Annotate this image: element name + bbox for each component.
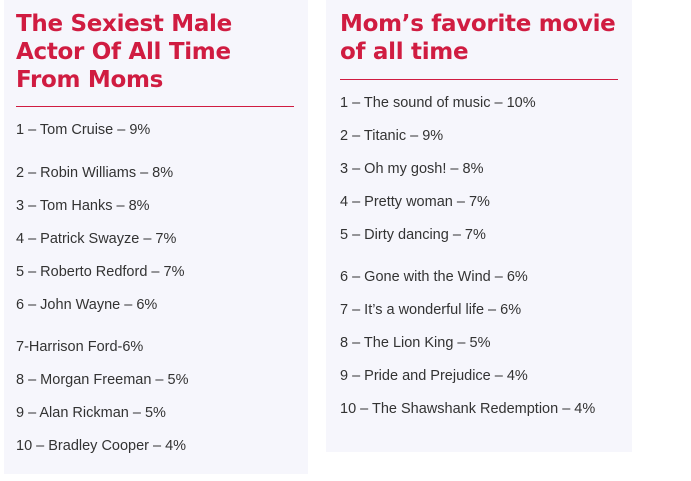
list-item: 9 – Alan Rickman – 5% xyxy=(16,405,166,421)
list-item: 9 – Pride and Prejudice – 4% xyxy=(340,368,528,384)
list-item: 1 – Tom Cruise – 9% xyxy=(16,122,151,138)
list-item: 7 – It’s a wonderful life – 6% xyxy=(340,302,522,318)
list-item: 5 – Roberto Redford – 7% xyxy=(16,264,185,280)
favorite-movie-card: Mom’s favorite movie of all time 1 – The… xyxy=(326,0,632,452)
list-item: 6 – Gone with the Wind – 6% xyxy=(340,269,528,285)
actor-list: 1 – Tom Cruise – 9% 2 – Robin Williams –… xyxy=(16,121,296,455)
list-item: 6 – John Wayne – 6% xyxy=(16,297,158,313)
title-divider xyxy=(16,106,294,107)
list-item: 3 – Tom Hanks – 8% xyxy=(16,198,150,214)
title-divider xyxy=(340,79,618,80)
list-item: 8 – Morgan Freeman – 5% xyxy=(16,372,189,388)
movie-list: 1 – The sound of music – 10% 2 – Titanic… xyxy=(340,94,618,418)
list-item: 4 – Pretty woman – 7% xyxy=(340,194,490,210)
sexiest-actor-card: The Sexiest Male Actor Of All Time From … xyxy=(4,0,308,474)
list-item: 10 – Bradley Cooper – 4% xyxy=(16,438,187,454)
list-item: 10 – The Shawshank Redemption – 4% xyxy=(340,401,596,417)
list-item: 4 – Patrick Swayze – 7% xyxy=(16,231,177,247)
favorite-movie-title: Mom’s favorite movie of all time xyxy=(340,11,616,65)
list-item: 3 – Oh my gosh! – 8% xyxy=(340,161,484,177)
list-item: 5 – Dirty dancing – 7% xyxy=(340,227,486,243)
list-item: 2 – Robin Williams – 8% xyxy=(16,165,174,181)
sexiest-actor-title: The Sexiest Male Actor Of All Time From … xyxy=(16,11,232,93)
list-item: 8 – The Lion King – 5% xyxy=(340,335,491,351)
list-item: 1 – The sound of music – 10% xyxy=(340,95,536,111)
list-item: 7-Harrison Ford-6% xyxy=(16,339,144,355)
list-item: 2 – Titanic – 9% xyxy=(340,128,444,144)
